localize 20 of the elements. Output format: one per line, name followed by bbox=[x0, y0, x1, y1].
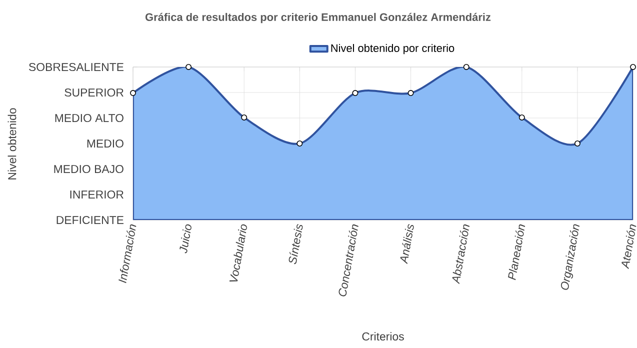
x-tick-label: Síntesis bbox=[288, 224, 303, 264]
text: Nivel obtenido bbox=[8, 108, 16, 180]
x-tick-label: Planeación bbox=[508, 224, 526, 280]
x-tick-label: Análisis bbox=[400, 224, 414, 264]
x-tick-label: Juicio bbox=[180, 224, 192, 254]
text: MEDIO ALTO bbox=[55, 114, 124, 122]
x-tick-label: Abstracción bbox=[452, 224, 470, 284]
text: SOBRESALIENTE bbox=[28, 62, 124, 72]
text: SUPERIOR bbox=[64, 88, 124, 97]
x-axis-title: Criterios bbox=[362, 332, 404, 340]
x-tick-label: Atención bbox=[622, 224, 636, 270]
text: MEDIO bbox=[87, 139, 124, 148]
text: DEFICIENTE bbox=[56, 216, 124, 224]
x-tick-label: Vocabulario bbox=[229, 224, 247, 282]
legend-label: Nivel obtenido por criterio bbox=[331, 44, 454, 54]
chart-title: Gráfica de resultados por criterio Emmanuel González Armendáriz bbox=[146, 12, 491, 24]
x-tick-label: Organización bbox=[560, 224, 580, 290]
text: MEDIO BAJO bbox=[54, 164, 124, 174]
text: INFERIOR bbox=[70, 190, 124, 199]
x-tick-label: Información bbox=[118, 224, 136, 284]
